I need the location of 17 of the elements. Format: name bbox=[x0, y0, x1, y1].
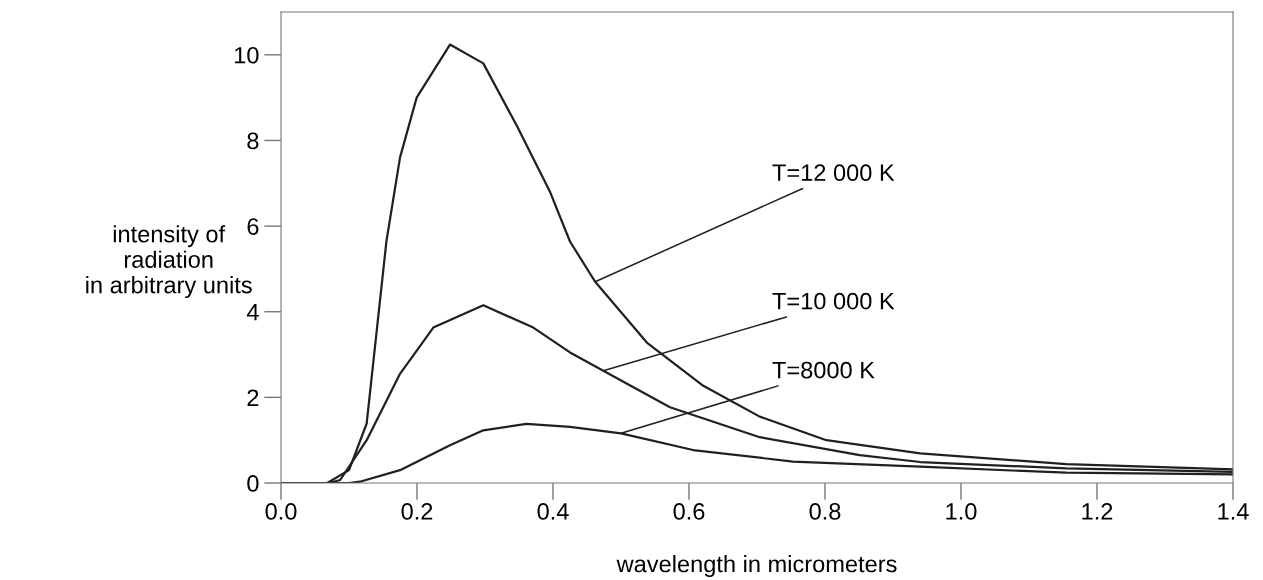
x-tick-label: 1.4 bbox=[1218, 503, 1249, 520]
y-tick-label: 4 bbox=[246, 304, 259, 321]
annotation: T=12 000 K bbox=[772, 164, 895, 182]
y-tick-label: 0 bbox=[247, 475, 259, 492]
x-tick-label: 1.0 bbox=[946, 503, 977, 520]
x-tick-label: 0.6 bbox=[673, 503, 705, 520]
y-tick-label: 8 bbox=[247, 132, 259, 150]
x-tick-label: 0.0 bbox=[265, 503, 297, 520]
annotation: T=10 000 K bbox=[772, 292, 895, 310]
y-tick-label: 2 bbox=[247, 389, 259, 406]
x-tick-label: 1.2 bbox=[1082, 503, 1113, 520]
annotation: T=8000 K bbox=[772, 361, 875, 379]
x-tick-label: 0.8 bbox=[809, 503, 841, 520]
y-tick-label: 10 bbox=[235, 46, 259, 64]
x-tick-label: 0.2 bbox=[401, 503, 433, 520]
x-axis-title: wavelength in micrometers bbox=[616, 555, 897, 578]
x-tick-label: 0.4 bbox=[537, 503, 569, 520]
